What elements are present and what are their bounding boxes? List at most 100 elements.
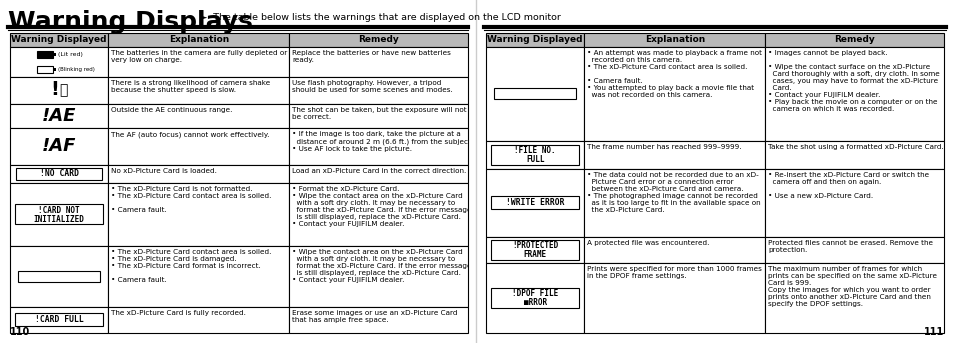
Bar: [109, 104, 289, 128]
Text: !CARD FULL: !CARD FULL: [35, 315, 84, 324]
Text: Load an xD-Picture Card in the correct direction.: Load an xD-Picture Card in the correct d…: [292, 168, 466, 174]
Text: Use flash photography. However, a tripod
should be used for some scenes and mode: Use flash photography. However, a tripod…: [292, 80, 453, 93]
Bar: [485, 263, 584, 333]
Text: Replace the batteries or have new batteries
ready.: Replace the batteries or have new batter…: [292, 50, 451, 63]
Bar: [289, 165, 468, 183]
Bar: [485, 141, 584, 169]
Bar: [584, 33, 764, 47]
Text: ►  The table below lists the warnings that are displayed on the LCD monitor: ► The table below lists the warnings tha…: [200, 13, 560, 22]
Bar: [764, 141, 943, 169]
Text: The maximum number of frames for which
prints can be specified on the same xD-Pi: The maximum number of frames for which p…: [767, 266, 937, 307]
Bar: [10, 307, 109, 333]
Bar: [53, 53, 55, 57]
Bar: [10, 47, 109, 78]
Text: ■RROR: ■RROR: [523, 298, 546, 307]
Bar: [289, 104, 468, 128]
Bar: [10, 104, 109, 128]
Bar: [289, 307, 468, 333]
Bar: [109, 246, 289, 307]
Text: !PROTECTED: !PROTECTED: [512, 241, 558, 250]
Bar: [10, 33, 109, 47]
Bar: [37, 51, 53, 58]
Text: !AF: !AF: [42, 138, 76, 155]
Text: There is a strong likelihood of camera shake
because the shutter speed is slow.: There is a strong likelihood of camera s…: [112, 80, 271, 93]
Bar: [289, 47, 468, 78]
Bar: [10, 246, 109, 307]
Text: Outside the AE continuous range.: Outside the AE continuous range.: [112, 107, 233, 113]
Text: !: !: [50, 80, 59, 99]
Bar: [109, 183, 289, 246]
Text: Warning Displayed: Warning Displayed: [11, 35, 107, 45]
Bar: [10, 183, 109, 246]
Bar: [109, 33, 289, 47]
Bar: [289, 246, 468, 307]
Text: Remedy: Remedy: [834, 35, 874, 45]
Text: • The data could not be recorded due to an xD-
  Picture Card error or a connect: • The data could not be recorded due to …: [587, 172, 760, 213]
Text: !AE: !AE: [42, 107, 76, 125]
Text: No xD-Picture Card is loaded.: No xD-Picture Card is loaded.: [112, 168, 217, 174]
Bar: [10, 78, 109, 104]
Bar: [109, 128, 289, 165]
Bar: [109, 165, 289, 183]
Text: Explanation: Explanation: [169, 35, 229, 45]
Text: • Re-insert the xD-Picture Card or switch the
  camera off and then on again.

•: • Re-insert the xD-Picture Card or switc…: [767, 172, 928, 199]
Bar: [584, 47, 764, 141]
Text: Prints were specified for more than 1000 frames
in the DPOF frame settings.: Prints were specified for more than 1000…: [587, 266, 761, 279]
Bar: [37, 66, 53, 73]
Text: • The xD-Picture Card contact area is soiled.
• The xD-Picture Card is damaged.
: • The xD-Picture Card contact area is so…: [112, 249, 272, 283]
Bar: [764, 169, 943, 237]
Text: (Lit red): (Lit red): [58, 52, 83, 57]
Text: FRAME: FRAME: [523, 250, 546, 259]
Text: !DPOF FILE: !DPOF FILE: [512, 289, 558, 298]
Bar: [18, 271, 100, 282]
Bar: [53, 68, 55, 71]
Text: FULL: FULL: [525, 155, 544, 164]
Bar: [764, 47, 943, 141]
Text: (Blinking red): (Blinking red): [58, 67, 95, 72]
Bar: [764, 237, 943, 263]
Text: • Images cannot be played back.

• Wipe the contact surface on the xD-Picture
  : • Images cannot be played back. • Wipe t…: [767, 50, 939, 112]
Bar: [289, 78, 468, 104]
Text: Explanation: Explanation: [644, 35, 704, 45]
Text: INITIALIZED: INITIALIZED: [33, 215, 85, 224]
Bar: [289, 128, 468, 165]
Text: • Format the xD-Picture Card.
• Wipe the contact area on the xD-Picture Card
  w: • Format the xD-Picture Card. • Wipe the…: [292, 186, 472, 227]
Bar: [491, 197, 578, 209]
Text: !FILE NO.: !FILE NO.: [514, 146, 556, 155]
Bar: [10, 165, 109, 183]
Bar: [10, 128, 109, 165]
Bar: [485, 33, 584, 47]
Text: The frame number has reached 999–9999.: The frame number has reached 999–9999.: [587, 144, 741, 150]
Text: The shot can be taken, but the exposure will not
be correct.: The shot can be taken, but the exposure …: [292, 107, 467, 120]
Text: The batteries in the camera are fully depleted or
very low on charge.: The batteries in the camera are fully de…: [112, 50, 288, 63]
Text: Erase some images or use an xD-Picture Card
that has ample free space.: Erase some images or use an xD-Picture C…: [292, 310, 457, 323]
Bar: [109, 78, 289, 104]
Bar: [485, 47, 584, 141]
Text: 110: 110: [10, 327, 30, 337]
Bar: [109, 47, 289, 78]
Bar: [764, 33, 943, 47]
Text: • The xD-Picture Card is not formatted.
• The xD-Picture Card contact area is so: • The xD-Picture Card is not formatted. …: [112, 186, 272, 213]
Text: A protected file was encountered.: A protected file was encountered.: [587, 240, 709, 246]
Bar: [584, 141, 764, 169]
Bar: [494, 88, 576, 99]
Text: Warning Displayed: Warning Displayed: [487, 35, 582, 45]
Bar: [16, 168, 102, 180]
Bar: [491, 145, 578, 165]
Text: • Wipe the contact area on the xD-Picture Card
  with a soft dry cloth. It may b: • Wipe the contact area on the xD-Pictur…: [292, 249, 472, 283]
Bar: [584, 263, 764, 333]
Text: 🖐: 🖐: [59, 84, 68, 98]
Text: 111: 111: [923, 327, 943, 337]
Bar: [485, 169, 584, 237]
Bar: [289, 33, 468, 47]
Text: Warning Displays: Warning Displays: [8, 10, 253, 34]
Bar: [289, 183, 468, 246]
Bar: [584, 237, 764, 263]
Bar: [15, 204, 103, 224]
Text: !CARD NOT: !CARD NOT: [38, 206, 80, 215]
Text: Take the shot using a formatted xD-Picture Card.: Take the shot using a formatted xD-Pictu…: [767, 144, 943, 150]
Text: • If the image is too dark, take the picture at a
  distance of around 2 m (6.6 : • If the image is too dark, take the pic…: [292, 131, 473, 152]
Text: !WRITE ERROR: !WRITE ERROR: [505, 198, 564, 208]
Bar: [485, 237, 584, 263]
Bar: [491, 288, 578, 308]
